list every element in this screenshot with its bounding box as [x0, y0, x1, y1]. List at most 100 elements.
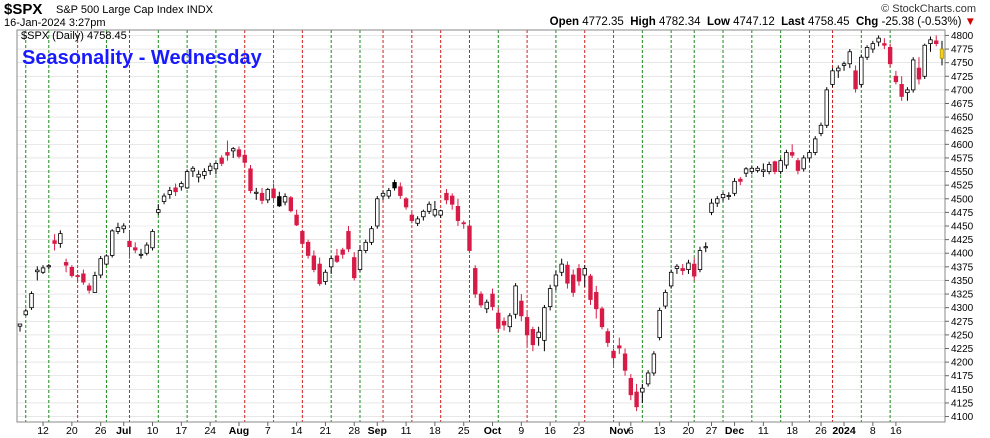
candle-body: [599, 308, 605, 328]
candle-body: [697, 250, 703, 270]
candle: [640, 383, 645, 403]
y-tick-label: 4150: [951, 385, 974, 396]
candle-body: [271, 188, 276, 199]
x-tick-label: 20: [683, 425, 695, 437]
candle-body: [386, 190, 391, 197]
datetime: 16-Jan-2024 3:27pm: [4, 17, 106, 29]
candle-body: [565, 264, 570, 284]
x-tick-label: 27: [706, 425, 718, 437]
candle: [674, 264, 680, 274]
high-value: 4782.34: [658, 16, 701, 28]
candle: [784, 149, 789, 169]
candle: [277, 191, 282, 207]
gridlines: [17, 35, 945, 417]
candle: [807, 149, 812, 162]
candle: [490, 288, 495, 311]
candle-body: [864, 47, 870, 58]
candle: [576, 264, 582, 286]
candle-body: [86, 285, 92, 291]
x-tick-label: 13: [654, 425, 666, 437]
candle-body: [346, 231, 351, 250]
candle: [161, 193, 167, 205]
candle: [340, 247, 345, 259]
candle: [63, 258, 69, 273]
x-tick-label: 12: [37, 425, 49, 437]
candle-body: [328, 258, 334, 268]
candle: [184, 169, 190, 189]
last-value: 4758.45: [807, 16, 850, 28]
x-tick-label: 25: [458, 425, 470, 437]
candle: [738, 177, 743, 186]
candle: [530, 326, 536, 352]
candle: [52, 234, 57, 251]
candle-body: [899, 84, 904, 97]
candle: [369, 226, 374, 246]
y-tick-label: 4175: [951, 371, 974, 382]
candle-body: [40, 267, 46, 273]
candle-body: [92, 275, 98, 293]
candle-body: [409, 214, 415, 221]
candle: [911, 57, 916, 93]
y-tick-label: 4200: [951, 358, 974, 369]
candle: [617, 337, 622, 354]
candle-body: [179, 183, 184, 188]
candle: [455, 198, 461, 226]
x-tick-label: 16: [544, 425, 556, 437]
candle-body: [225, 152, 230, 156]
chg-value: -25.38 (-0.53%): [881, 16, 962, 28]
candle-body: [98, 258, 103, 276]
candle: [795, 157, 801, 175]
candle-body: [674, 265, 680, 269]
candle-body: [720, 194, 726, 199]
candle: [519, 294, 524, 322]
candle-body: [496, 312, 501, 329]
x-tick-label: Aug: [229, 425, 249, 437]
candle: [265, 187, 270, 204]
candle: [375, 196, 380, 229]
y-tick-label: 4125: [951, 398, 974, 409]
candle-body: [887, 47, 893, 65]
x-tick-label: 14: [291, 425, 303, 437]
candle-body: [859, 56, 864, 85]
candle: [138, 248, 144, 259]
candle-body: [115, 227, 121, 232]
candle: [801, 155, 806, 172]
candle-body: [29, 293, 34, 309]
candle-body: [761, 169, 766, 172]
candle-body: [738, 178, 743, 182]
candlesticks: [17, 35, 945, 412]
candle: [726, 192, 731, 200]
candle: [859, 54, 864, 88]
candle: [559, 258, 564, 277]
y-tick-label: 4600: [951, 140, 974, 151]
candle-body: [110, 230, 115, 256]
wednesday-lines: [25, 30, 891, 422]
candle: [202, 168, 207, 180]
candle: [634, 383, 639, 412]
candle: [778, 157, 783, 175]
candle-body: [657, 309, 662, 339]
candle-body: [934, 40, 939, 45]
candle: [190, 166, 196, 177]
y-tick-label: 4625: [951, 126, 974, 137]
candle: [29, 291, 34, 310]
candle-body: [323, 271, 328, 282]
candle: [231, 147, 236, 158]
candle-body: [167, 190, 173, 195]
candle: [853, 65, 858, 93]
chart-legend: $SPX (Daily) 4758.45: [21, 30, 127, 42]
candle-body: [755, 167, 760, 171]
candle-body: [150, 231, 155, 249]
candle: [645, 370, 651, 387]
candle: [547, 284, 553, 311]
candle: [715, 196, 720, 207]
candle-body: [432, 209, 438, 216]
candle-body: [282, 196, 288, 203]
candle-body: [622, 353, 628, 371]
candle: [392, 179, 397, 191]
candle-body: [530, 329, 536, 346]
candle-body: [571, 274, 576, 293]
candle-body: [743, 168, 749, 174]
candle: [17, 323, 23, 332]
